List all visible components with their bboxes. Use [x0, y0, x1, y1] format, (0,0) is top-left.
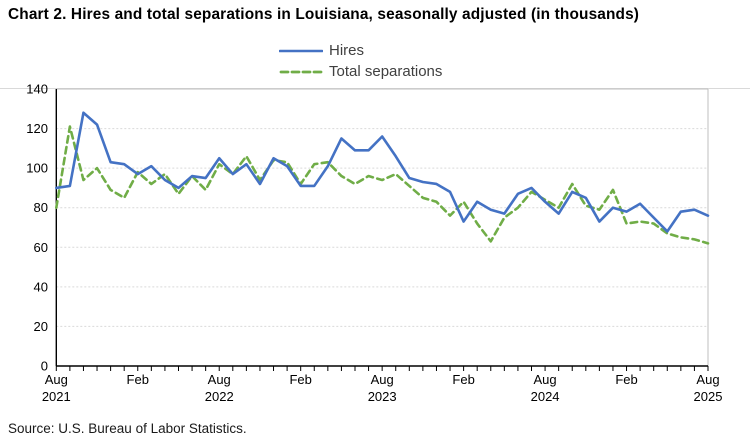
svg-text:Aug: Aug: [534, 372, 557, 387]
svg-text:Feb: Feb: [452, 372, 474, 387]
svg-text:2021: 2021: [42, 389, 71, 404]
svg-text:120: 120: [26, 121, 48, 136]
svg-text:Feb: Feb: [127, 372, 149, 387]
svg-text:20: 20: [34, 319, 48, 334]
svg-text:Aug: Aug: [696, 372, 719, 387]
svg-text:Feb: Feb: [615, 372, 637, 387]
svg-text:80: 80: [34, 200, 48, 215]
svg-text:2024: 2024: [531, 389, 560, 404]
svg-text:2022: 2022: [205, 389, 234, 404]
svg-text:Aug: Aug: [371, 372, 394, 387]
svg-text:2023: 2023: [368, 389, 397, 404]
svg-text:Feb: Feb: [289, 372, 311, 387]
svg-text:2025: 2025: [694, 389, 723, 404]
svg-text:60: 60: [34, 240, 48, 255]
svg-text:100: 100: [26, 161, 48, 176]
svg-text:40: 40: [34, 279, 48, 294]
svg-text:Aug: Aug: [45, 372, 68, 387]
svg-text:Aug: Aug: [208, 372, 231, 387]
svg-text:140: 140: [26, 82, 48, 97]
